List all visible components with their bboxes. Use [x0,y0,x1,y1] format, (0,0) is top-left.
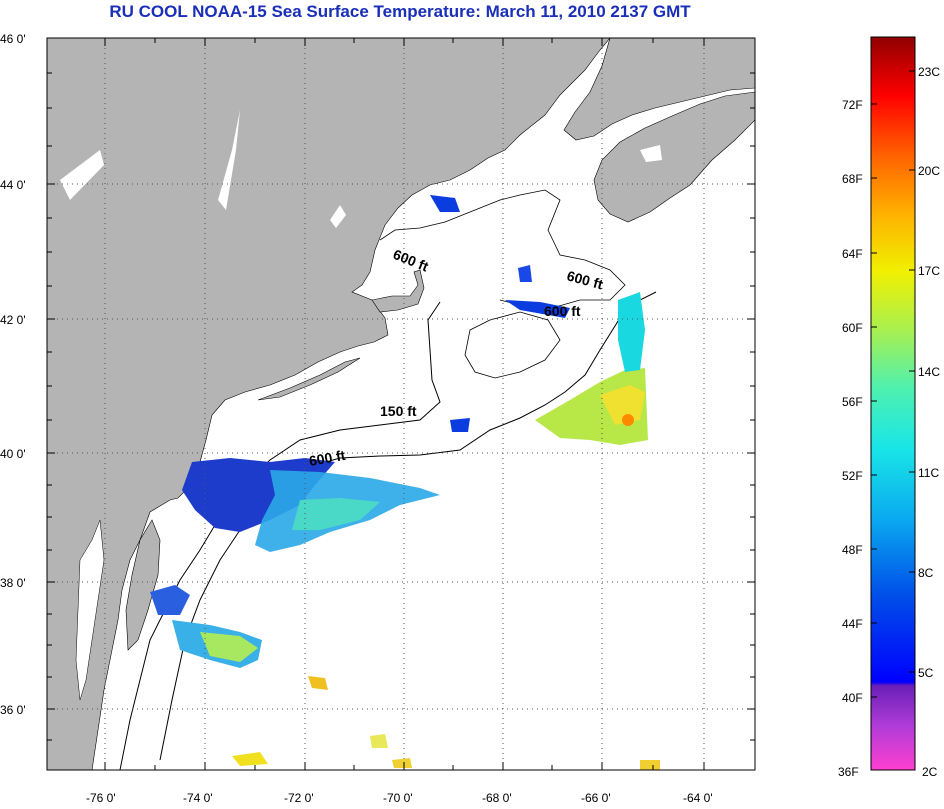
lon-label: -76 0' [86,791,116,805]
lat-label: 36 0' [0,703,26,717]
land-delmarva [125,519,161,651]
sst-patch-northeast-channel [618,292,645,372]
colorbar-label-f: 40F [842,691,863,705]
colorbar [870,36,916,771]
colorbar-label-f: 52F [842,469,863,483]
lake-shape [60,150,104,200]
lake-shape [218,110,240,210]
sst-patch-south-cold [150,585,190,615]
map-frame [46,37,756,771]
lon-label: -70 0' [383,791,413,805]
lake-shape [640,145,662,162]
colorbar-label-c: 5C [918,666,934,680]
sst-patch-georges-yellow [600,385,645,425]
colorbar-label-c: 17C [918,264,940,278]
sst-patch-east-warm [308,676,328,690]
contour-label-150ft: 150 ft [380,403,417,419]
sst-patch-gulf-maine-2 [518,265,532,282]
lat-label: 40 0' [0,447,26,461]
land-long-island [257,357,361,401]
colorbar-label-c: 8C [918,566,934,580]
sst-patch-far-south-3 [392,758,412,768]
lat-label: 42 0' [0,313,26,327]
lon-label: -64 0' [683,791,713,805]
colorbar-label-c: 14C [918,365,940,379]
bathymetry-contour-georges [464,311,561,379]
colorbar-label-f: 72F [842,98,863,112]
colorbar-label-f: 36F [838,765,859,779]
colorbar-label-f: 64F [842,247,863,261]
lon-label: -72 0' [284,791,314,805]
land-us-northeast [47,38,611,770]
bathymetry-contour-gulf-maine [379,189,626,311]
lon-label: -66 0' [581,791,611,805]
colorbar-label-f: 60F [842,321,863,335]
land-nova-scotia [593,91,755,223]
colorbar-label-c: 2C [922,765,938,779]
lon-label: -74 0' [183,791,213,805]
bathymetry-contour-600ft [159,291,657,761]
bathymetry-contour-150ft [119,301,441,770]
axis-ticks [47,37,755,770]
sst-patch-far-south-2 [370,734,388,748]
lat-label: 38 0' [0,576,26,590]
lat-label: 44 0' [0,178,26,192]
colorbar-label-f: 44F [842,617,863,631]
sst-warm-spot [622,414,634,426]
colorbar-label-f: 68F [842,172,863,186]
lon-label: -68 0' [482,791,512,805]
colorbar-label-f: 56F [842,395,863,409]
lake-shape [330,205,346,228]
sst-patch-gulf-maine [430,195,460,212]
sst-patch-georges-warm [535,368,648,445]
contour-label-600ft-georges: 600 ft [544,303,581,319]
lat-label: 46 0' [0,32,26,46]
colorbar-label-c: 23C [918,65,940,79]
colorbar-label-f: 48F [842,543,863,557]
sst-patch-blue-strip [505,300,570,318]
colorbar-label-c: 11C [918,466,939,480]
map-title: RU COOL NOAA-15 Sea Surface Temperature:… [109,2,691,21]
land-new-brunswick [563,38,755,141]
sst-patch-far-south [232,752,268,766]
sst-patch-slope-green [292,498,380,530]
chesapeake-bay [75,519,105,701]
sst-patch-bottom-right [640,760,660,770]
grid-lines [47,38,755,770]
colorbar-ticks [871,70,915,698]
sst-patch-south-green [200,632,258,662]
colorbar-label-c: 20C [918,164,940,178]
sst-patch-bluespot [450,418,470,432]
land-cape-cod [371,269,425,313]
contour-label-600ft-shelf: 600 ft [308,447,347,469]
